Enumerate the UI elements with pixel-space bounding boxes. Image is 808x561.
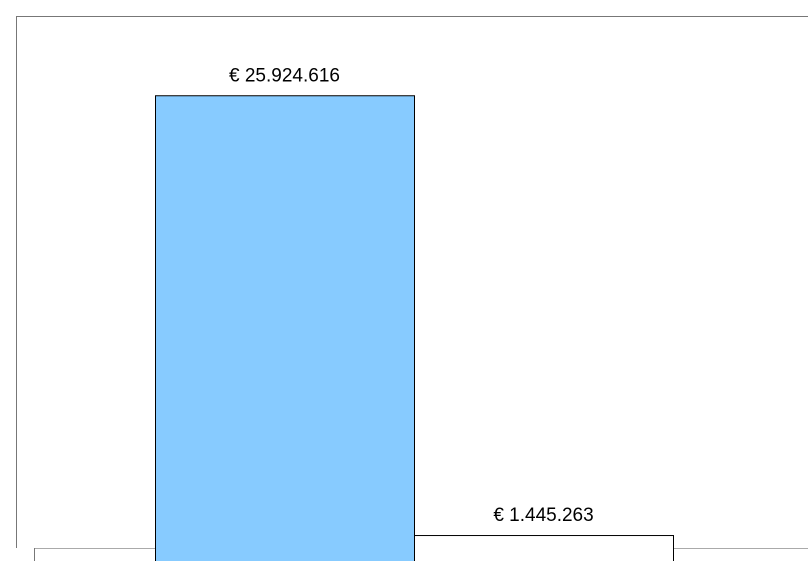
bar (414, 535, 674, 561)
bar (155, 95, 415, 561)
value-label: € 25.924.616 (229, 65, 340, 86)
value-label: € 1.445.263 (493, 505, 593, 526)
